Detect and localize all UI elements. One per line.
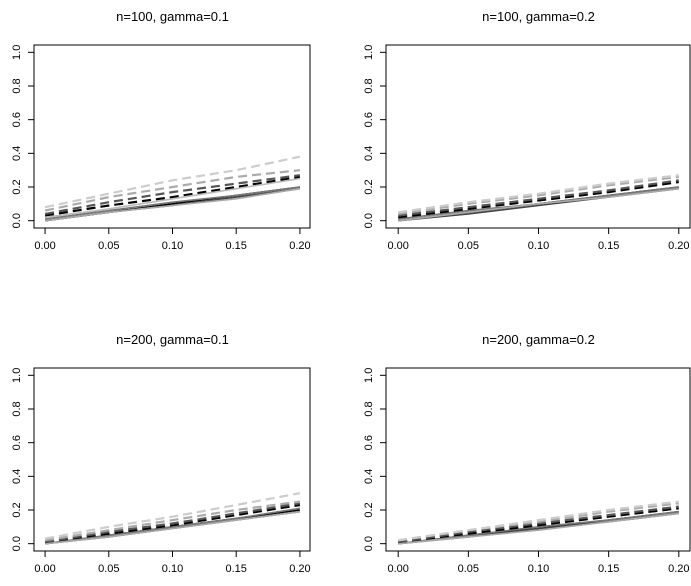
chart-panel-3: n=200, gamma=0.10.00 0.05 0.10 0.15 0.200.00…: [11, 332, 311, 575]
y-tick-label: 0.0: [363, 536, 375, 551]
y-tick-label: 0.2: [363, 502, 375, 517]
x-tick-label: 0.20: [668, 240, 689, 252]
series-line-8: [44, 155, 301, 209]
x-tick-label: 0.05: [98, 563, 119, 575]
series-line-6: [44, 174, 301, 215]
y-axis: 0.0 0.2 0.4 0.6 0.8 1.0: [11, 45, 35, 228]
series-line-5: [44, 175, 301, 217]
y-tick-label: 0.4: [363, 469, 375, 484]
series-line-7: [44, 169, 301, 212]
series-line-9: [44, 177, 301, 219]
series-line-7: [44, 500, 301, 542]
y-tick-label: 0.8: [11, 401, 23, 416]
series-group: [398, 500, 679, 545]
series-line-6: [44, 502, 301, 544]
y-axis: 0.0 0.2 0.4 0.6 0.8 1.0: [11, 368, 35, 551]
y-tick-label: 0.8: [363, 401, 375, 416]
x-tick-label: 0.10: [528, 563, 549, 575]
x-tick-label: 0.15: [225, 563, 246, 575]
x-tick-label: 0.10: [162, 563, 183, 575]
x-tick-label: 0.05: [458, 240, 479, 252]
x-tick-label: 0.15: [598, 240, 619, 252]
y-tick-label: 1.0: [11, 45, 23, 60]
series-line-4: [398, 187, 679, 222]
y-tick-label: 0.2: [11, 179, 23, 194]
series-line-5: [398, 507, 679, 544]
x-axis: 0.00 0.05 0.10 0.15 0.20: [34, 550, 311, 575]
x-tick-label: 0.00: [34, 563, 55, 575]
x-tick-label: 0.05: [458, 563, 479, 575]
y-tick-label: 0.8: [11, 78, 23, 93]
x-tick-label: 0.00: [387, 563, 408, 575]
x-tick-label: 0.20: [289, 563, 310, 575]
y-tick-label: 0.6: [11, 435, 23, 450]
series-line-5: [398, 180, 679, 219]
y-tick-label: 0.2: [11, 502, 23, 517]
x-tick-label: 0.15: [225, 240, 246, 252]
y-tick-label: 1.0: [11, 368, 23, 383]
series-line-3: [44, 186, 301, 220]
y-tick-label: 0.0: [11, 213, 23, 228]
x-tick-label: 0.20: [289, 240, 310, 252]
chart-panel-4: n=200, gamma=0.20.00 0.05 0.10 0.15 0.200.00…: [363, 332, 691, 575]
y-tick-label: 0.0: [363, 213, 375, 228]
chart-panel-1: n=100, gamma=0.10.00 0.05 0.10 0.15 0.200.00…: [11, 9, 311, 252]
x-tick-label: 0.10: [162, 240, 183, 252]
panel-title: n=200, gamma=0.2: [482, 332, 595, 347]
series-line-4: [44, 187, 301, 222]
series-line-3: [398, 510, 679, 545]
panel-title: n=200, gamma=0.1: [116, 332, 229, 347]
panel-title: n=100, gamma=0.2: [482, 9, 595, 24]
panel-title: n=100, gamma=0.1: [116, 9, 229, 24]
y-tick-label: 0.4: [11, 469, 23, 484]
y-tick-label: 0.4: [363, 146, 375, 161]
series-group: [44, 492, 301, 545]
x-tick-label: 0.00: [34, 240, 55, 252]
y-axis: 0.0 0.2 0.4 0.6 0.8 1.0: [363, 368, 387, 551]
y-tick-label: 1.0: [363, 45, 375, 60]
y-tick-label: 0.0: [11, 536, 23, 551]
y-tick-label: 1.0: [363, 368, 375, 383]
y-axis: 0.0 0.2 0.4 0.6 0.8 1.0: [363, 45, 387, 228]
series-line-8: [398, 174, 679, 214]
x-tick-label: 0.15: [598, 563, 619, 575]
series-group: [398, 174, 679, 222]
series-line-6: [398, 505, 679, 544]
series-line-8: [398, 500, 679, 542]
series-group: [44, 155, 301, 222]
chart-panel-2: n=100, gamma=0.20.00 0.05 0.10 0.15 0.200.00…: [363, 9, 691, 252]
series-line-7: [398, 175, 679, 215]
x-axis: 0.00 0.05 0.10 0.15 0.20: [387, 550, 690, 575]
series-line-4: [45, 510, 301, 545]
y-tick-label: 0.6: [11, 112, 23, 127]
series-line-5: [44, 503, 301, 544]
series-line-8: [44, 492, 301, 540]
series-line-4: [398, 512, 679, 545]
y-tick-label: 0.6: [363, 435, 375, 450]
series-line-6: [398, 179, 679, 217]
y-tick-label: 0.4: [11, 146, 23, 161]
x-tick-label: 0.05: [98, 240, 119, 252]
y-tick-label: 0.8: [363, 78, 375, 93]
x-tick-label: 0.20: [668, 563, 689, 575]
y-tick-label: 0.6: [363, 112, 375, 127]
y-tick-label: 0.2: [363, 179, 375, 194]
series-line-3: [44, 507, 301, 545]
x-tick-label: 0.10: [528, 240, 549, 252]
x-tick-label: 0.00: [387, 240, 408, 252]
x-axis: 0.00 0.05 0.10 0.15 0.20: [34, 227, 311, 252]
x-axis: 0.00 0.05 0.10 0.15 0.20: [387, 227, 690, 252]
